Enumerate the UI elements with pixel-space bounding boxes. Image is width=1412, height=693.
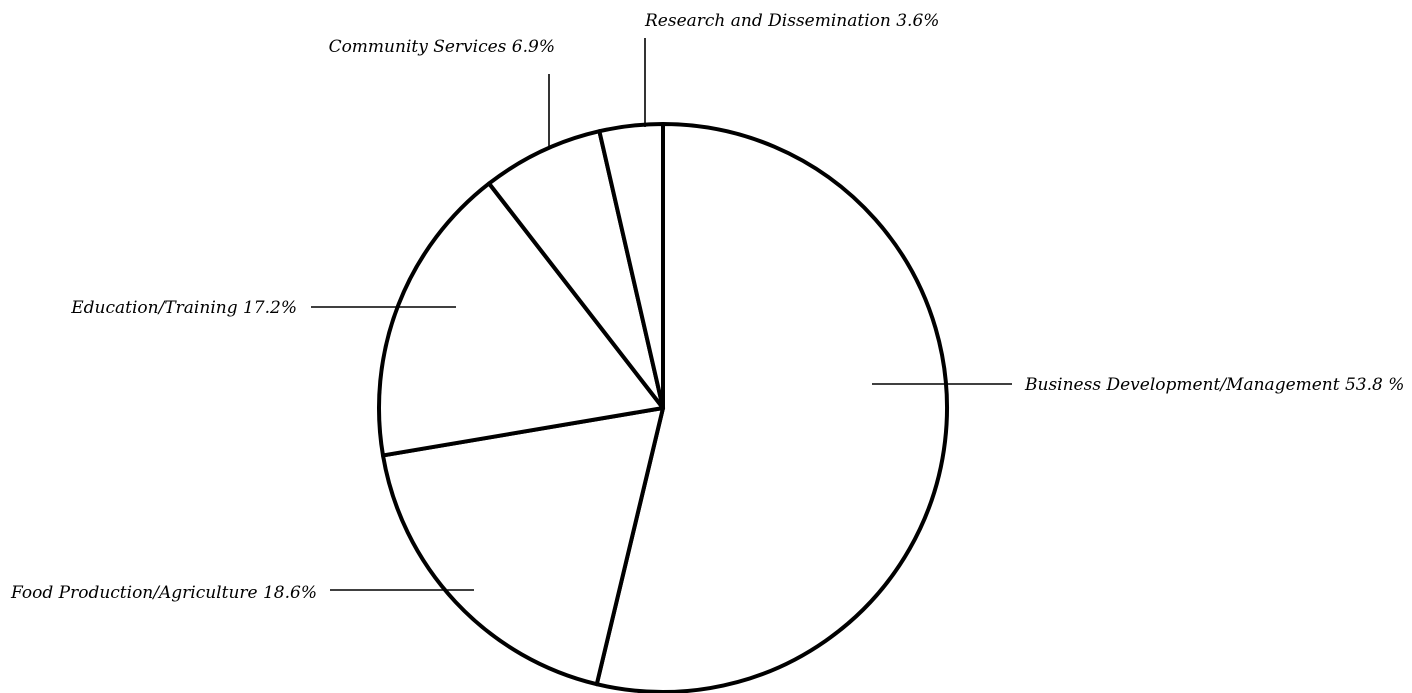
- slice-label-business-development: Business Development/Management 53.8 %: [1024, 375, 1404, 395]
- leader-lines: [311, 38, 1012, 591]
- slice-label-food-production: Food Production/Agriculture 18.6%: [10, 583, 317, 603]
- pie-slice-research-dissemination: [597, 122, 665, 410]
- slice-label-community-services: Community Services 6.9%: [329, 37, 555, 57]
- pie-slice-food-production: [380, 406, 665, 687]
- slice-label-education-training: Education/Training 17.2%: [70, 298, 297, 318]
- pie-slice-community-services: [487, 129, 665, 410]
- pie-slice-business-development: [594, 122, 949, 693]
- pie-slices: [377, 122, 949, 693]
- pie-slice-education-training: [377, 181, 665, 458]
- slice-label-research-dissemination: Research and Dissemination 3.6%: [644, 11, 939, 31]
- slice-labels: Business Development/Management 53.8 % F…: [10, 11, 1404, 603]
